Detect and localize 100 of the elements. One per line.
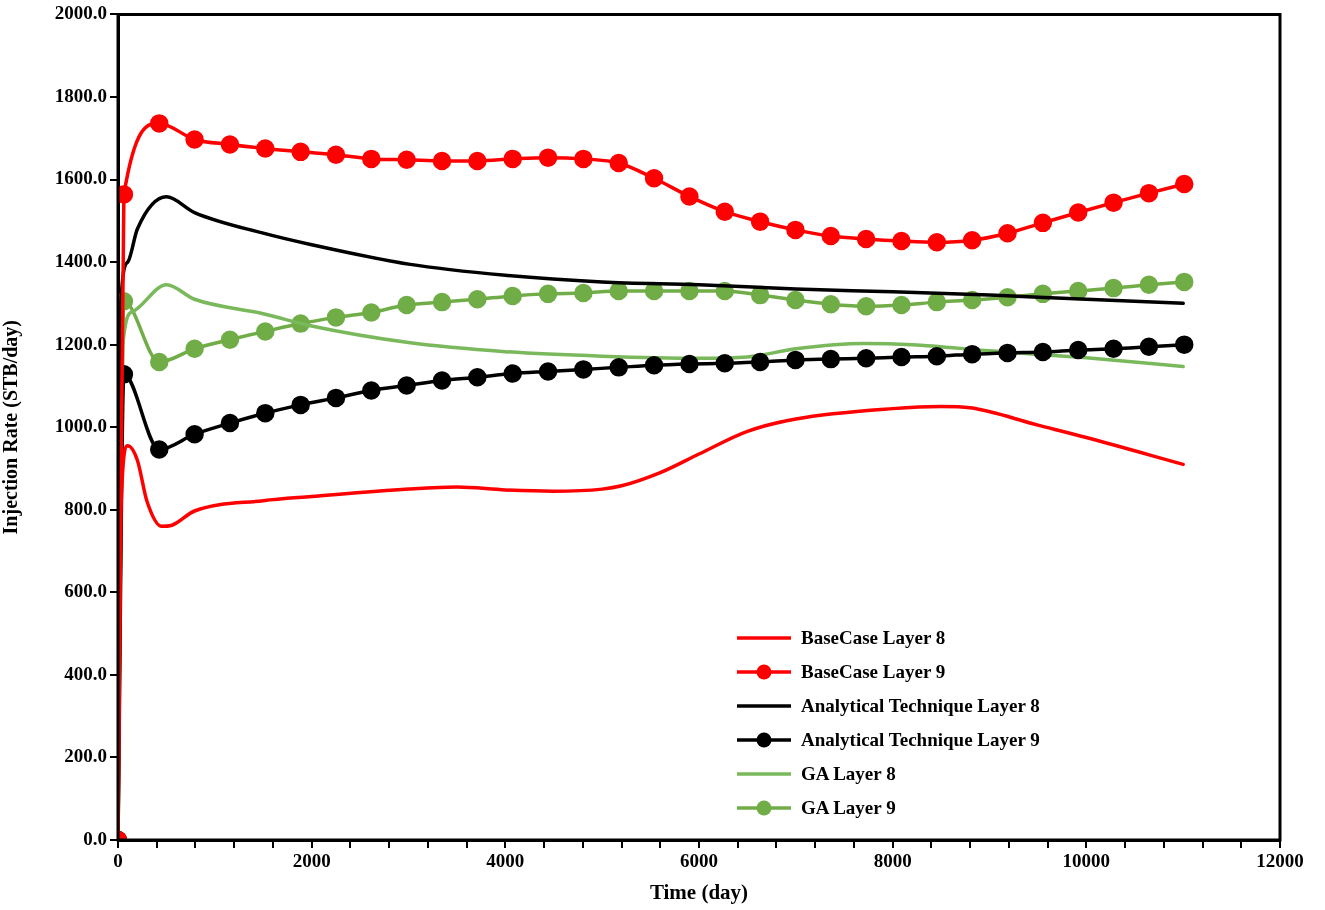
- point: [256, 322, 275, 341]
- point: [927, 292, 947, 312]
- point: [750, 212, 770, 231]
- point: [821, 294, 841, 314]
- point: [680, 354, 699, 374]
- point: [609, 153, 628, 173]
- point: [1104, 339, 1123, 359]
- y-tick-label: 200.0: [64, 745, 107, 767]
- point: [397, 376, 416, 395]
- y-tick-label: 1400.0: [54, 249, 107, 271]
- legend-label: GA Layer 9: [801, 797, 896, 819]
- point: [821, 226, 841, 246]
- y-tick-label: 400.0: [64, 662, 107, 684]
- y-tick-label: 1800.0: [54, 84, 107, 106]
- point: [432, 292, 452, 312]
- point: [892, 295, 911, 315]
- legend-label: Analytical Technique Layer 8: [801, 695, 1040, 717]
- point: [256, 403, 275, 423]
- point: [962, 344, 982, 364]
- y-tick-label: 0.0: [83, 827, 107, 849]
- point: [680, 187, 699, 206]
- point: [397, 295, 416, 315]
- y-tick-label: 1200.0: [54, 332, 107, 354]
- point: [220, 330, 240, 349]
- legend-label: GA Layer 8: [801, 763, 896, 785]
- point: [1104, 193, 1123, 212]
- point: [468, 368, 487, 387]
- point: [185, 339, 204, 359]
- point: [291, 395, 310, 415]
- point: [1139, 337, 1159, 356]
- point: [468, 289, 487, 309]
- point: [1174, 174, 1194, 194]
- x-tick-label: 10000: [1062, 850, 1111, 872]
- point: [644, 356, 664, 375]
- legend-label: Analytical Technique Layer 9: [801, 729, 1040, 751]
- point: [856, 349, 876, 368]
- legend-label: BaseCase Layer 9: [801, 661, 946, 683]
- point: [1033, 342, 1053, 362]
- point: [927, 346, 947, 366]
- point: [786, 220, 805, 240]
- point: [432, 151, 452, 171]
- point: [432, 371, 452, 390]
- point: [291, 142, 310, 162]
- point: [397, 150, 416, 169]
- point: [1139, 275, 1159, 295]
- x-tick-label: 2000: [292, 850, 331, 872]
- point: [326, 308, 346, 327]
- point: [362, 303, 381, 322]
- point: [150, 352, 169, 372]
- y-tick-label: 1000.0: [54, 415, 107, 437]
- point: [362, 149, 381, 169]
- point: [892, 231, 911, 251]
- point: [538, 362, 558, 381]
- point: [574, 360, 593, 379]
- point: [962, 230, 982, 250]
- point: [1174, 335, 1194, 354]
- point: [220, 413, 240, 433]
- y-tick-label: 800.0: [64, 497, 107, 519]
- point: [503, 149, 522, 169]
- point: [715, 353, 735, 373]
- point: [150, 114, 169, 133]
- point: [503, 286, 522, 306]
- legend-label: BaseCase Layer 8: [801, 627, 946, 649]
- point: [786, 290, 805, 310]
- x-tick-label: 6000: [680, 850, 718, 872]
- point: [326, 388, 346, 408]
- point: [998, 343, 1017, 363]
- y-tick-label: 2000.0: [54, 2, 107, 24]
- point: [1068, 203, 1088, 222]
- point: [715, 202, 735, 221]
- point: [1104, 278, 1123, 298]
- point: [468, 151, 487, 171]
- y-axis-title: Injection Rate (STB/day): [0, 319, 23, 535]
- point: [185, 424, 204, 444]
- point: [998, 223, 1017, 243]
- point: [644, 169, 664, 188]
- point: [750, 352, 770, 372]
- point: [609, 281, 628, 301]
- x-tick-label: 0: [113, 850, 123, 872]
- point: [1174, 272, 1194, 292]
- point: [786, 350, 805, 370]
- point: [185, 130, 204, 149]
- point: [574, 149, 593, 169]
- point: [538, 284, 558, 304]
- point: [503, 364, 522, 383]
- x-axis-title: Time (day): [649, 879, 749, 904]
- point: [609, 358, 628, 377]
- point: [892, 347, 911, 367]
- point: [856, 229, 876, 249]
- point: [220, 135, 240, 154]
- point: [1139, 183, 1159, 203]
- point: [538, 148, 558, 167]
- y-tick-label: 600.0: [64, 580, 107, 602]
- point: [574, 283, 593, 303]
- y-tick-label: 1600.0: [54, 167, 107, 189]
- x-tick-label: 8000: [873, 850, 912, 872]
- x-tick-label: 4000: [486, 850, 525, 872]
- point: [856, 297, 876, 316]
- point: [150, 440, 169, 459]
- point: [326, 145, 346, 164]
